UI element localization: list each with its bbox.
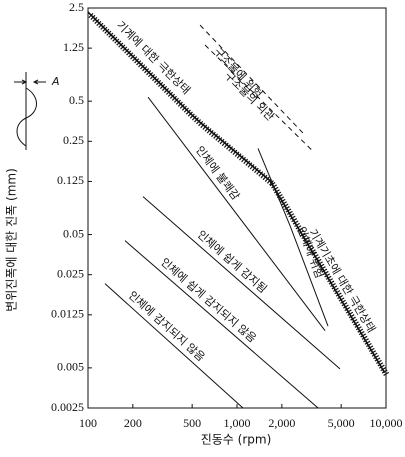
series-line	[87, 11, 271, 182]
y-tick-label: 0.5	[69, 93, 84, 107]
x-tick-label: 10,000	[370, 416, 403, 430]
series-line	[199, 24, 306, 136]
x-axis-title: 진동수 (rpm)	[201, 433, 272, 447]
y-tick-label: 0.025	[57, 266, 84, 280]
series-line	[269, 180, 386, 374]
series-label: 기계기초에 대한 극한상태	[306, 227, 378, 335]
y-tick-label: 2.5	[69, 0, 84, 14]
series-label: 기계에 대한 극한상태	[114, 19, 193, 97]
x-tick-label: 2,000	[268, 416, 295, 430]
series-line	[147, 96, 326, 331]
x-tick-label: 1,000	[224, 416, 251, 430]
y-tick-label: 0.0125	[51, 307, 84, 321]
y-tick-label: 0.25	[63, 133, 84, 147]
amplitude-icon	[14, 72, 46, 150]
x-tick-label: 200	[124, 416, 142, 430]
x-tick-label: 5,000	[328, 416, 355, 430]
series-label: 인체에 쉽게 감지됨	[195, 228, 270, 296]
x-tick-label: 100	[79, 416, 97, 430]
series-line	[124, 240, 319, 409]
y-tick-label: 0.0025	[51, 400, 84, 414]
y-axis-title: 변위진폭에 대한 진폭 (mm)	[5, 168, 19, 312]
y-tick-label: 0.005	[57, 360, 84, 374]
y-tick-label: 0.125	[57, 173, 84, 187]
y-tick-label: 1.25	[63, 40, 84, 54]
series-line	[104, 283, 244, 409]
series-label: 인체에 감지되지 않음	[126, 289, 208, 364]
series-line	[257, 148, 329, 327]
x-tick-label: 500	[183, 416, 201, 430]
annotation: A	[51, 75, 60, 88]
y-tick-label: 0.05	[63, 226, 84, 240]
series-line	[142, 196, 341, 370]
series-line	[204, 44, 313, 151]
